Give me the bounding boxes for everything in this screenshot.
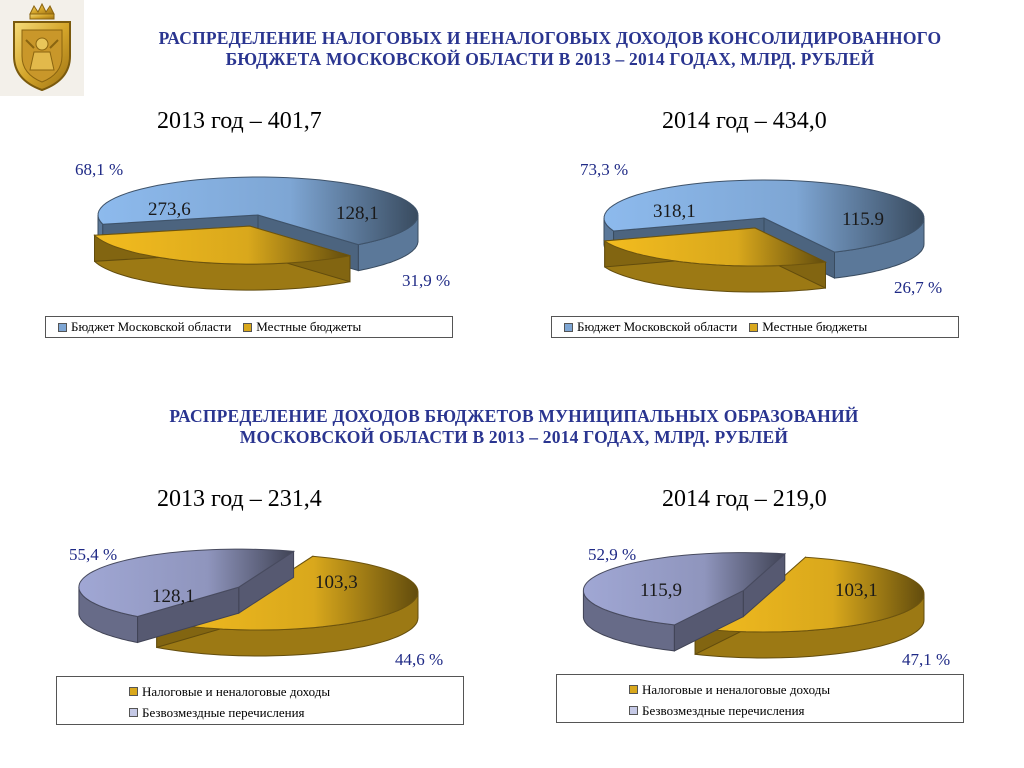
- mid-title-line-2: МОСКОВСКОЙ ОБЛАСТИ В 2013 – 2014 ГОДАХ, …: [239, 427, 789, 447]
- legend-label: Безвозмездные перечисления: [142, 704, 305, 720]
- legend-label: Безвозмездные перечисления: [642, 702, 805, 718]
- chart-2-year-label: 2014 год – 434,0: [662, 108, 827, 134]
- chart-2-percent-gold: 26,7 %: [894, 278, 942, 297]
- chart-1-percent-blue: 68,1 %: [75, 160, 123, 179]
- chart-4-legend: Налоговые и неналоговые доходы Безвозмез…: [556, 674, 964, 723]
- chart-3-legend: Налоговые и неналоговые доходы Безвозмез…: [56, 676, 464, 725]
- top-title-line-2: БЮДЖЕТА МОСКОВСКОЙ ОБЛАСТИ В 2013 – 2014…: [225, 49, 875, 69]
- chart-2-value-blue: 318,1: [653, 201, 696, 222]
- chart-3-percent-slate: 44,6 %: [395, 650, 443, 669]
- crest-icon: [13, 2, 71, 92]
- mid-title-line-1: РАСПРЕДЕЛЕНИЕ ДОХОДОВ БЮДЖЕТОВ МУНИЦИПАЛ…: [169, 406, 859, 426]
- legend-label: Налоговые и неналоговые доходы: [642, 681, 831, 697]
- legend-swatch-slate: [129, 708, 138, 717]
- legend-swatch-blue: [564, 322, 573, 332]
- moscow-oblast-crest-logo: [0, 0, 84, 96]
- pie-slice-1: [78, 548, 296, 618]
- pie-slice-1: [603, 227, 828, 267]
- pie-slice-0: [693, 556, 925, 633]
- chart-1-year-label: 2013 год – 401,7: [157, 108, 322, 134]
- legend-label: Бюджет Московской области: [577, 319, 738, 334]
- chart-1-value-blue: 273,6: [148, 199, 191, 220]
- pie-slice-0: [603, 179, 925, 253]
- top-section-title: РАСПРЕДЕЛЕНИЕ НАЛОГОВЫХ И НЕНАЛОГОВЫХ ДО…: [100, 28, 1000, 70]
- chart-1-value-gold: 128,1: [336, 203, 379, 224]
- pie-slice-0: [97, 176, 419, 246]
- chart-3-value-slate: 103,3: [315, 572, 358, 593]
- pie-slice-1: [582, 552, 787, 626]
- legend-label: Бюджет Московской области: [71, 319, 232, 334]
- legend-label: Местные бюджеты: [256, 319, 362, 334]
- legend-swatch-gold: [749, 322, 759, 332]
- middle-section-title: РАСПРЕДЕЛЕНИЕ ДОХОДОВ БЮДЖЕТОВ МУНИЦИПАЛ…: [64, 406, 964, 448]
- chart-4-percent-gold: 52,9 %: [588, 545, 636, 564]
- legend-item-transfers: Безвозмездные перечисления: [629, 700, 963, 721]
- legend-item-transfers: Безвозмездные перечисления: [129, 702, 463, 723]
- pie-chart-2014-consolidated: 73,3 % 318,1 115.9 26,7 %: [580, 160, 942, 297]
- legend-item-oblast-budget: Бюджет Московской области: [58, 319, 231, 335]
- pie-chart-2013-consolidated: 68,1 % 273,6 128,1 31,9 %: [75, 160, 450, 291]
- chart-1-legend: Бюджет Московской области Местные бюджет…: [45, 316, 453, 338]
- chart-4-percent-slate: 47,1 %: [902, 650, 950, 669]
- legend-item-tax-revenue: Налоговые и неналоговые доходы: [129, 681, 463, 702]
- chart-1-percent-gold: 31,9 %: [402, 271, 450, 290]
- legend-swatch-slate: [629, 706, 638, 715]
- legend-label: Местные бюджеты: [762, 319, 868, 334]
- legend-label: Налоговые и неналоговые доходы: [142, 683, 331, 699]
- top-title-line-1: РАСПРЕДЕЛЕНИЕ НАЛОГОВЫХ И НЕНАЛОГОВЫХ ДО…: [158, 28, 942, 48]
- legend-swatch-gold: [629, 685, 638, 694]
- legend-item-tax-revenue: Налоговые и неналоговые доходы: [629, 679, 963, 700]
- chart-2-percent-blue: 73,3 %: [580, 160, 628, 179]
- legend-item-oblast-budget: Бюджет Московской области: [564, 319, 737, 335]
- chart-4-value-slate: 103,1: [835, 580, 878, 601]
- pie-chart-2014-municipal: 52,9 % 115,9 103,1 47,1 %: [582, 545, 950, 669]
- chart-3-value-gold: 128,1: [152, 586, 195, 607]
- chart-2-legend: Бюджет Московской области Местные бюджет…: [551, 316, 959, 338]
- legend-swatch-blue: [58, 322, 67, 332]
- legend-swatch-gold: [129, 687, 138, 696]
- chart-4-year-label: 2014 год – 219,0: [662, 486, 827, 512]
- pie-slice-1: [93, 225, 351, 265]
- legend-swatch-gold: [243, 322, 253, 332]
- chart-3-percent-gold: 55,4 %: [69, 545, 117, 564]
- chart-3-year-label: 2013 год – 231,4: [157, 486, 322, 512]
- legend-item-local-budgets: Местные бюджеты: [749, 319, 867, 335]
- pie-chart-2013-municipal: 55,4 % 128,1 103,3 44,6 %: [69, 545, 443, 669]
- chart-4-value-gold: 115,9: [640, 580, 682, 601]
- chart-2-value-gold: 115.9: [842, 209, 884, 230]
- legend-item-local-budgets: Местные бюджеты: [243, 319, 361, 335]
